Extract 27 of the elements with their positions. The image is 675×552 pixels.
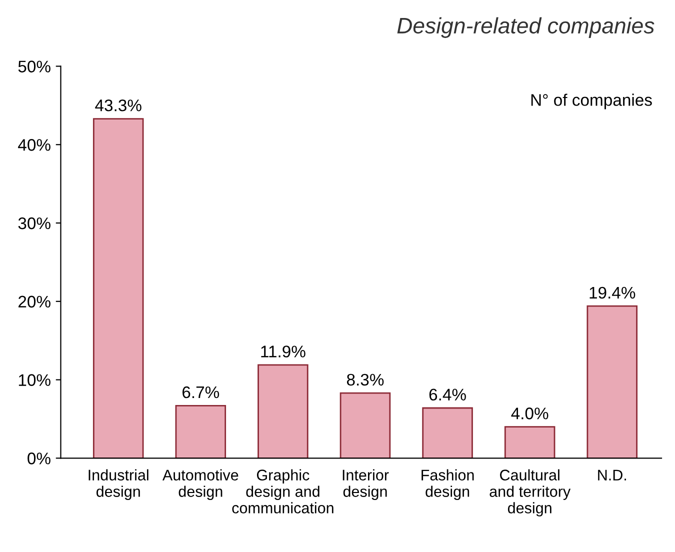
y-tick-label: 40% <box>18 139 50 151</box>
y-tick-label: 0% <box>28 452 50 464</box>
x-tick-label: Caultural and territory design <box>490 469 571 516</box>
bar <box>340 392 391 458</box>
bar <box>175 404 226 458</box>
bar <box>586 305 638 458</box>
bar <box>504 426 556 458</box>
bar <box>422 407 473 458</box>
data-label: 8.3% <box>346 374 384 386</box>
data-label: 6.4% <box>429 388 466 401</box>
y-tick-label: 30% <box>18 217 50 230</box>
data-label: 43.3% <box>95 99 142 112</box>
bar <box>92 118 144 458</box>
x-tick-label: Interior design <box>342 469 389 500</box>
y-tick-label: 50% <box>18 60 50 72</box>
data-label: 4.0% <box>511 408 548 420</box>
data-label: 6.7% <box>182 386 220 398</box>
data-label: 11.9% <box>261 346 306 358</box>
data-label: 19.4% <box>590 286 636 299</box>
chart-title: Design-related companies <box>397 17 654 38</box>
annotation: N° of companies <box>531 94 652 110</box>
y-tick-label: 10% <box>18 374 50 386</box>
bar <box>258 364 308 458</box>
x-tick-label: Industrial design <box>88 469 148 500</box>
x-tick-label: N.D. <box>598 470 626 480</box>
x-tick-label: Fashion design <box>422 469 474 500</box>
y-tick-label: 20% <box>18 296 50 308</box>
